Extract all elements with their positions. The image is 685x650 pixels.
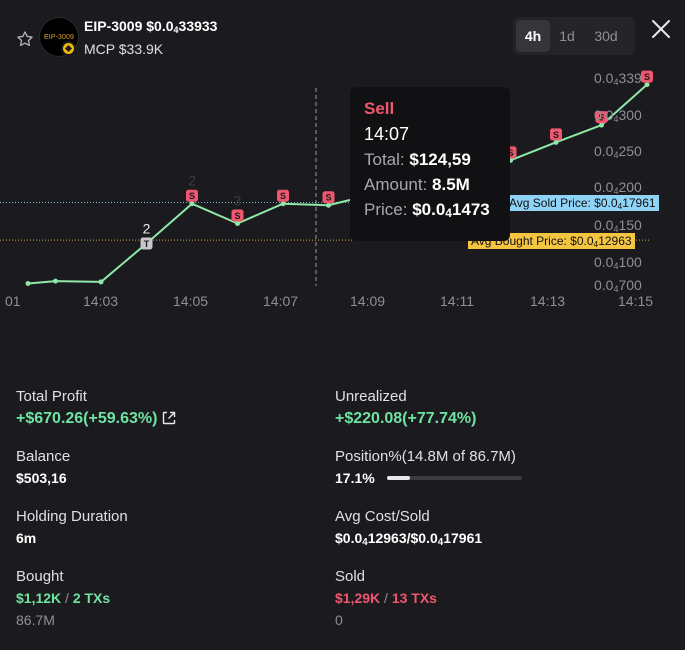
marker-letter: S [234,211,240,221]
bought-label: Bought [16,568,64,585]
sell-marker[interactable] [231,209,244,222]
marker-letter: S [598,113,604,123]
y-tick-label: 0.04339 [594,70,642,87]
marker-letter: S [644,72,650,82]
price-point[interactable] [599,122,604,128]
star-icon[interactable] [15,29,35,49]
trade-markers: T 2 S 2 S 3 S S S S S S [25,70,653,286]
token-price: $0.0433933 [146,18,218,35]
sell-marker[interactable] [186,189,198,202]
y-tick-label: 0.04250 [594,143,642,160]
marker-letter: S [553,130,559,140]
x-tick-label: 14:15 [618,293,654,309]
price-point[interactable] [644,82,650,88]
x-tick-label: 14:11 [440,293,474,309]
tooltip-total: Total: $124,59 [364,150,471,169]
trade-count-label: 3 [234,192,242,208]
sold-stat: Sold $1,29K / 13 TXs 0 [335,568,635,628]
price-point[interactable] [280,201,286,207]
x-tick-label: 14:13 [530,293,566,309]
tooltip-time: 14:07 [364,124,410,144]
trade-count-label: 2 [188,173,196,189]
holding-duration-label: Holding Duration [16,508,128,525]
timeframe-30d[interactable]: 30d [594,28,618,44]
x-tick-label: 14:03 [83,293,119,309]
price-point[interactable] [53,278,58,284]
x-tick-label: 14:05 [173,293,209,309]
bought-stat: Bought $1,12K / 2 TXs 86.7M [16,568,316,628]
sell-marker[interactable] [322,191,335,204]
price-chart[interactable]: T 2 S 2 S 3 S S S S S S [0,70,685,320]
tooltip-price: Price: $0.041473 [364,200,490,220]
avg-cost-label: Avg Cost/Sold [335,508,430,525]
sell-marker[interactable] [550,128,562,141]
timeframe-4h[interactable]: 4h [516,20,550,52]
x-tick-label: 14:07 [263,293,299,309]
holding-duration-stat: Holding Duration 6m [16,508,316,546]
sold-label: Sold [335,568,366,585]
marker-letter: S [189,191,195,201]
x-tick-label: 01 [5,293,21,309]
unrealized-stat: Unrealized +$220.08(+77.74%) [335,388,635,428]
position-stat: Position%(14.8M of 86.7M) 17.1% [335,448,635,486]
price-point[interactable] [553,139,559,145]
trade-tooltip: Sell 14:07 Total: $124,59 Amount: 8.5M P… [350,87,510,241]
unrealized-label: Unrealized [335,388,407,405]
position-value: 17.1% [335,470,635,486]
price-point[interactable] [326,202,331,208]
sold-tokens: 0 [335,612,343,628]
transfer-marker[interactable] [140,237,153,250]
price-series-line [27,83,648,285]
chain-badge-icon [61,41,76,56]
total-profit-label: Total Profit [16,388,87,405]
close-icon[interactable] [650,18,672,40]
tooltip-trade-type: Sell [364,99,395,118]
unrealized-value: +$220.08(+77.74%) [335,410,477,427]
marker-letter: T [144,239,150,249]
position-progress-fill [386,476,410,480]
trade-count-label: 2 [143,221,151,237]
token-title: EIP-3009 $0.0433933 [84,18,217,35]
bought-value: $1,12K / 2 TXs [16,590,111,606]
tooltip-amount: Amount: 8.5M [364,175,470,194]
token-header: EIP-3009 EIP-3009 $0.0433933 MCP $33.9K … [0,0,685,70]
token-logo-text: EIP-3009 [44,33,74,41]
external-link-icon[interactable] [161,410,177,426]
y-tick-label: 0.04100 [594,254,642,271]
position-label: Position%(14.8M of 86.7M) [335,448,516,465]
timeframe-1d[interactable]: 1d [559,28,575,44]
market-cap: MCP $33.9K [84,41,164,57]
y-tick-label: 0.04150 [594,217,642,234]
total-profit-value: +$670.26(+59.63%) [16,410,316,428]
total-profit-stat: Total Profit +$670.26(+59.63%) [16,388,316,428]
token-symbol: EIP-3009 [84,18,143,34]
holding-duration-value: 6m [16,530,37,546]
x-tick-label: 14:09 [350,293,386,309]
price-point[interactable] [98,279,104,285]
sold-value: $1,29K / 13 TXs [335,590,437,606]
avg-cost-value: $0.0412963/$0.0417961 [335,530,483,548]
marker-letter: S [280,191,286,201]
token-logo: EIP-3009 [39,17,79,57]
sell-marker[interactable] [641,70,653,83]
balance-label: Balance [16,448,71,465]
bought-tokens: 86.7M [16,612,55,628]
marker-letter: S [507,148,513,158]
avg-cost-stat: Avg Cost/Sold $0.0412963/$0.0417961 [335,508,635,548]
balance-value: $503,16 [16,470,67,486]
sell-marker[interactable] [277,189,289,202]
sell-marker[interactable] [595,111,608,124]
price-point[interactable] [235,220,240,226]
timeframe-selector: 4h 1d 30d [513,17,635,55]
balance-stat: Balance $503,16 [16,448,316,486]
y-tick-label: 0.04300 [594,107,642,124]
position-progress-bar [386,476,522,480]
price-point[interactable] [189,201,195,207]
avg-sold-price-tag: Avg Sold Price: $0.0417961 [506,195,659,211]
marker-letter: S [325,193,331,203]
y-tick-label: 0.04200 [594,179,642,196]
y-tick-label: 0.04700 [594,277,642,294]
price-point[interactable] [25,280,31,286]
